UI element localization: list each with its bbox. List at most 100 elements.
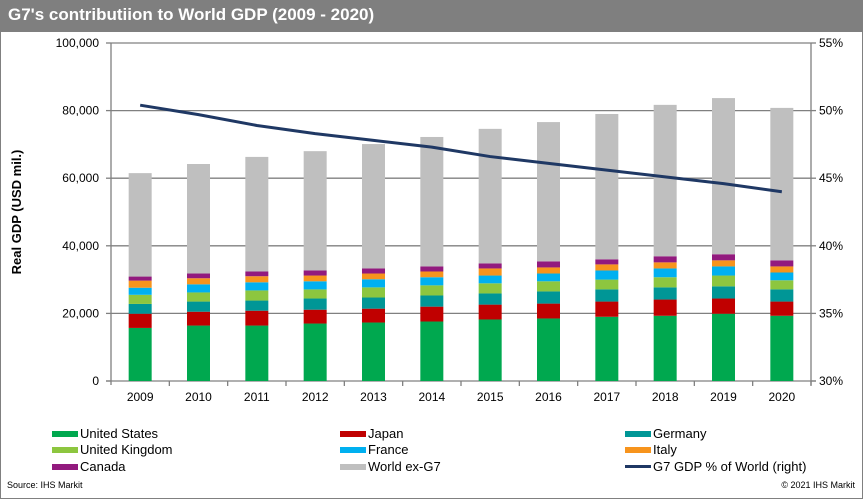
- x-tick-label: 2009: [127, 390, 154, 404]
- bar-segment: [537, 122, 560, 262]
- bar-segment: [537, 267, 560, 274]
- bar-segment: [537, 281, 560, 292]
- y-tick-label: 40,000: [62, 239, 99, 253]
- legend-swatch: [52, 463, 78, 470]
- x-tick-label: 2010: [185, 390, 212, 404]
- bar-segment: [303, 275, 327, 282]
- bar-segment: [303, 270, 327, 276]
- y-tick-label: 0: [92, 374, 99, 388]
- bar-segment: [303, 298, 327, 310]
- bar-segment: [128, 287, 152, 295]
- y2-tick-label: 55%: [819, 36, 843, 50]
- bar-segment: [537, 318, 560, 381]
- bar-segment: [712, 254, 735, 261]
- bar-segment: [712, 98, 735, 255]
- bar-segment: [187, 292, 210, 302]
- bar-segment: [128, 294, 152, 304]
- bar-segment: [245, 282, 269, 291]
- x-tick-label: 2019: [710, 390, 737, 404]
- y2-tick-label: 35%: [819, 306, 843, 320]
- bar-segment: [245, 156, 269, 272]
- title-bar: G7's contributiion to World GDP (2009 - …: [0, 0, 863, 32]
- bar-segment: [478, 304, 502, 320]
- bar-segment: [595, 270, 619, 280]
- legend-swatch: [340, 430, 366, 437]
- bar-segment: [595, 264, 619, 271]
- legend-swatch: [625, 465, 651, 468]
- bar-segment: [770, 315, 794, 381]
- bar-segment: [478, 268, 502, 276]
- x-tick-label: 2012: [302, 390, 329, 404]
- bar-segment: [653, 299, 677, 316]
- legend-item: G7 GDP % of World (right): [625, 459, 806, 474]
- y-axis-label: Real GDP (USD mil.): [9, 150, 24, 275]
- bar-segment: [420, 136, 444, 267]
- legend-label: United Kingdom: [80, 442, 173, 457]
- bar-segment: [187, 325, 210, 381]
- legend-item: Canada: [52, 459, 126, 474]
- legend-label: G7 GDP % of World (right): [653, 459, 807, 474]
- bar-segment: [245, 276, 269, 283]
- legend-swatch: [52, 430, 78, 437]
- bar-segment: [770, 107, 794, 261]
- bar-segment: [478, 275, 502, 284]
- bar-segment: [245, 310, 269, 326]
- bar-segment: [362, 279, 385, 288]
- bar-segment: [712, 260, 735, 267]
- legend-swatch: [625, 430, 651, 437]
- bar-segment: [128, 173, 152, 277]
- bar-segment: [187, 301, 210, 312]
- bar-segment: [362, 297, 385, 309]
- y2-tick-label: 50%: [819, 104, 843, 118]
- bar-segment: [653, 268, 677, 278]
- legend-item: United States: [52, 426, 158, 441]
- y2-tick-label: 45%: [819, 171, 843, 185]
- bar-segment: [187, 273, 210, 279]
- bar-segment: [478, 128, 502, 264]
- legend-swatch: [340, 446, 366, 453]
- bar-segment: [478, 283, 502, 294]
- bar-segment: [770, 280, 794, 290]
- bar-segment: [595, 301, 619, 317]
- bar-segment: [712, 313, 735, 381]
- bar-segment: [420, 295, 444, 307]
- bar-segment: [595, 279, 619, 290]
- legend-swatch: [625, 446, 651, 453]
- y-tick-label: 80,000: [62, 104, 99, 118]
- x-tick-label: 2016: [535, 390, 562, 404]
- bar-segment: [128, 327, 152, 381]
- bar-segment: [770, 289, 794, 302]
- bar-segment: [420, 266, 444, 272]
- bar-segment: [420, 277, 444, 286]
- bar-segment: [362, 322, 385, 381]
- legend-item: United Kingdom: [52, 442, 173, 457]
- y-tick-label: 100,000: [56, 36, 100, 50]
- legend-label: Japan: [368, 426, 404, 441]
- bar-segment: [595, 259, 619, 265]
- bar-segment: [595, 316, 619, 381]
- bar-segment: [712, 298, 735, 314]
- y-tick-label: 20,000: [62, 306, 99, 320]
- y2-tick-label: 30%: [819, 374, 843, 388]
- bar-segment: [478, 293, 502, 305]
- bar-segment: [420, 285, 444, 296]
- bar-segment: [362, 308, 385, 323]
- bar-segment: [770, 260, 794, 267]
- x-tick-label: 2011: [244, 390, 270, 404]
- bar-segment: [420, 321, 444, 381]
- bar-segment: [420, 306, 444, 322]
- bar-segment: [537, 273, 560, 282]
- bar-segment: [187, 164, 210, 274]
- chart-title: G7's contributiion to World GDP (2009 - …: [8, 5, 375, 24]
- bar-segment: [653, 104, 677, 257]
- bar-segment: [303, 309, 327, 324]
- bar-segment: [362, 144, 385, 269]
- bar-segment: [420, 271, 444, 278]
- bar-segment: [770, 266, 794, 273]
- y2-tick-label: 40%: [819, 239, 843, 253]
- bar-segment: [362, 287, 385, 298]
- bar-segment: [712, 275, 735, 287]
- legend-swatch: [52, 446, 78, 453]
- line-g7-share: [139, 103, 783, 194]
- legend-label: Canada: [80, 459, 126, 474]
